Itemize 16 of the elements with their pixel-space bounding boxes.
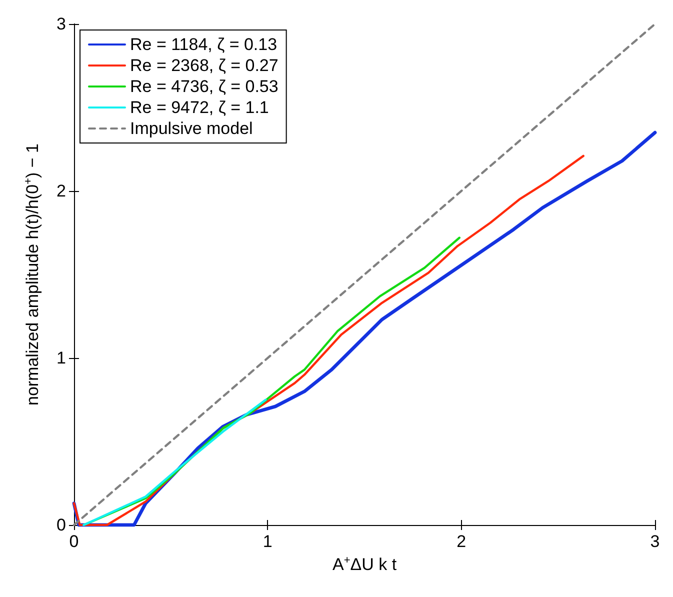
x-tick-label: 2: [456, 532, 466, 551]
y-axis-title: normalized amplitude h(t)/h(0+) − 1: [22, 143, 42, 406]
y-tick-label: 2: [56, 182, 66, 200]
y-tick-label: 1: [56, 348, 66, 368]
legend-label: Re = 2368, ζ = 0.27: [130, 56, 278, 75]
x-axis-title: A+ΔU k t: [332, 554, 397, 574]
legend-label: Re = 1184, ζ = 0.13: [130, 35, 278, 54]
x-tick-label: 3: [650, 532, 660, 551]
legend-label: Impulsive model: [130, 119, 253, 138]
y-tick-label: 3: [56, 14, 66, 34]
line-series: [82, 398, 267, 526]
legend-label: Re = 9472, ζ = 1.1: [130, 98, 269, 117]
x-tick-label: 0: [69, 532, 79, 551]
legend-label: Re = 4736, ζ = 0.53: [130, 77, 278, 96]
y-tick-label: 0: [56, 516, 66, 534]
x-tick-label: 1: [262, 532, 272, 551]
